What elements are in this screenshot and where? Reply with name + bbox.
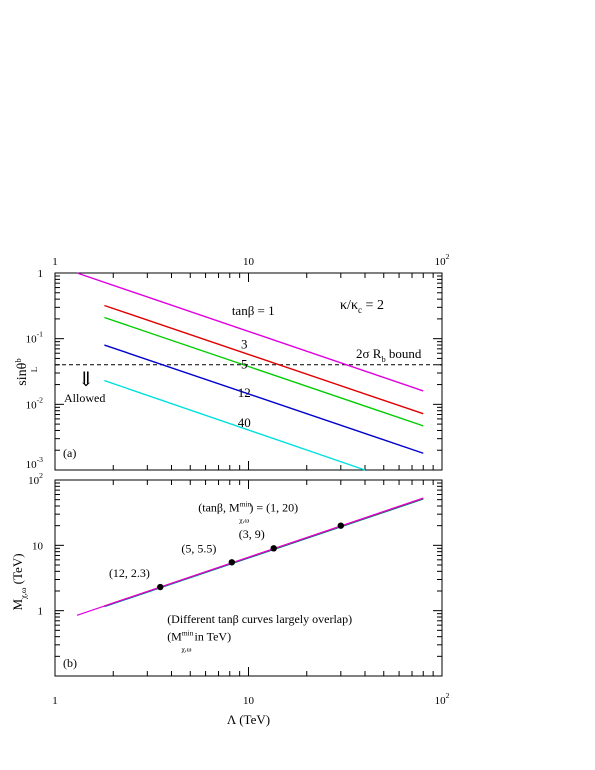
min-mass-annotation-sub: χ,ω <box>239 515 249 524</box>
units-note: (Mmin χ,ω in TeV) <box>167 628 231 653</box>
mass-point <box>337 522 345 529</box>
rb-bound-label: 2σ Rb bound <box>356 346 422 364</box>
y-axis-label-a-sup: b <box>13 358 23 362</box>
allowed-label: Allowed <box>64 391 105 405</box>
y-tick-label: 1 <box>38 606 44 618</box>
series-label: 3 <box>241 336 248 351</box>
series-line-tanb-40 <box>104 379 366 471</box>
min-mass-annotation-suffix: ) = (1, 20) <box>249 500 298 514</box>
y-axis-label-a-base: sinθ <box>15 362 30 385</box>
x-tick-label-top: 102 <box>435 252 450 268</box>
x-tick-label-top-base: 10 <box>243 256 255 268</box>
panel-label-b: (b) <box>63 656 77 670</box>
allowed-arrow-icon: ⇓ <box>78 369 95 391</box>
series-line-tanb-1 <box>76 272 424 392</box>
y-tick-label-exp: -1 <box>37 330 44 339</box>
x-tick-label-top-base: 10 <box>435 256 447 268</box>
overlap-note: (Different tanβ curves largely overlap) <box>167 612 352 626</box>
x-tick-label-top: 1 <box>52 256 58 268</box>
y-tick-label-base: 10 <box>28 475 40 487</box>
y-tick-label: 102 <box>28 471 43 487</box>
min-mass-annotation-sup: min <box>240 499 252 508</box>
y-tick-label-base: 10 <box>32 540 44 552</box>
x-tick-label: 1 <box>52 695 58 707</box>
x-tick-label-exp: 2 <box>446 691 450 700</box>
panel-label-a: (a) <box>63 446 76 460</box>
y-tick-label-base: 1 <box>38 268 44 280</box>
mass-point-label: (5, 5.5) <box>181 541 216 555</box>
x-tick-label-top: 10 <box>243 256 255 268</box>
x-tick-label-base: 10 <box>243 695 255 707</box>
y-tick-label-exp: 2 <box>39 471 43 480</box>
mass-point <box>228 559 236 566</box>
y-axis-label-b-tail: (TeV) <box>10 553 25 587</box>
y-axis-label-a-sub: L <box>29 367 39 372</box>
kappa-annotation-sub: c <box>358 305 362 315</box>
kappa-annotation-tail: = 2 <box>362 298 384 313</box>
min-mass-annotation-prefix: (tanβ, M <box>198 500 240 514</box>
mass-point-label: (12, 2.3) <box>109 566 150 580</box>
mass-point <box>157 583 164 591</box>
kappa-annotation: κ/κc = 2 <box>340 298 384 315</box>
mass-point <box>270 545 277 552</box>
y-axis-label-b-sub: χ,ω <box>18 587 28 600</box>
series-label: 12 <box>238 385 251 400</box>
x-tick-label-base: 10 <box>435 695 447 707</box>
y-axis-label-b-base: M <box>10 599 25 611</box>
y-tick-label-base: 10 <box>26 334 38 346</box>
x-tick-label-top-exp: 2 <box>446 252 450 261</box>
y-tick-label: 10-1 <box>26 330 44 346</box>
x-tick-label: 10 <box>243 695 255 707</box>
y-tick-label-base: 10 <box>26 399 38 411</box>
mass-line-tanb-1 <box>76 497 424 616</box>
y-tick-label-exp: -2 <box>37 395 44 404</box>
x-tick-label: 102 <box>435 691 450 707</box>
units-note-sup: min <box>182 628 194 637</box>
y-tick-label-base: 1 <box>38 606 44 618</box>
series-line-tanb-5 <box>104 316 424 427</box>
mass-point-label: (3, 9) <box>239 527 265 541</box>
y-tick-label: 10-2 <box>26 395 44 411</box>
x-tick-label-top-base: 1 <box>52 256 58 268</box>
y-tick-label: 10-3 <box>26 455 44 471</box>
x-axis-label: Λ (TeV) <box>227 712 270 727</box>
rb-bound-label-sub: b <box>381 354 385 364</box>
series-line-tanb-3 <box>104 304 424 415</box>
y-tick-label-exp: -3 <box>37 455 44 464</box>
x-tick-label-base: 1 <box>52 695 58 707</box>
series-label: 5 <box>241 357 248 372</box>
series-label: 40 <box>238 415 251 430</box>
units-note-prefix: (M <box>167 629 182 643</box>
series-line-tanb-12 <box>104 344 424 454</box>
rb-bound-label-tail: bound <box>386 346 422 361</box>
y-axis-label-a: sinθb L <box>13 358 39 385</box>
y-tick-label-base: 10 <box>26 459 38 471</box>
units-note-suffix: in TeV) <box>192 629 232 643</box>
y-axis-label-b: Mχ,ω (TeV) <box>10 553 28 610</box>
y-tick-label: 1 <box>38 268 44 280</box>
units-note-sub: χ,ω <box>181 644 191 653</box>
kappa-annotation-base: κ/κ <box>340 298 358 313</box>
series-label: tanβ = 1 <box>232 303 275 318</box>
min-mass-annotation: (tanβ, Mmin χ,ω) = (1, 20) <box>198 499 298 524</box>
y-tick-label: 10 <box>32 540 44 552</box>
rb-bound-label-base: 2σ R <box>356 346 382 361</box>
